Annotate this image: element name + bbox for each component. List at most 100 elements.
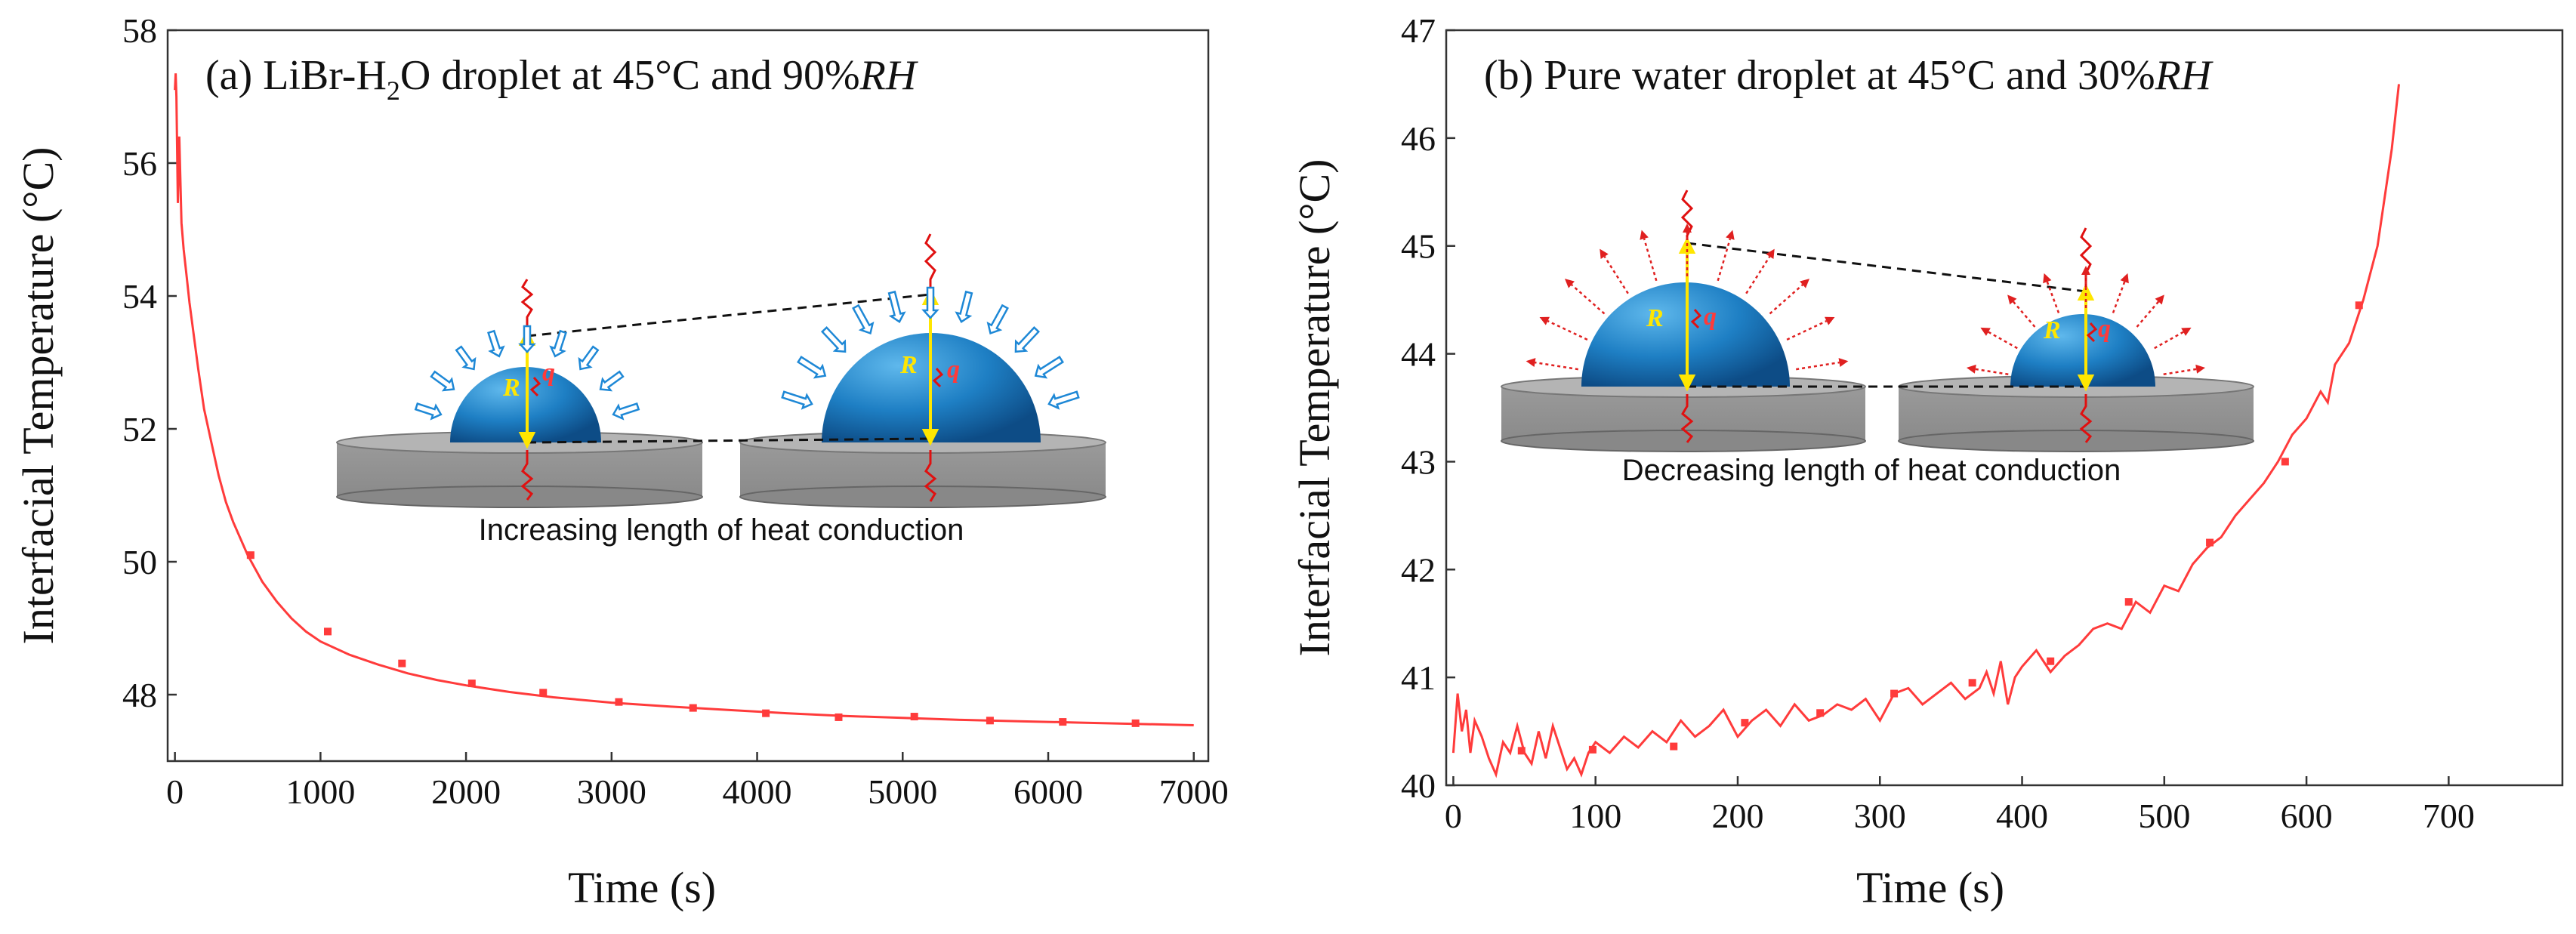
series-markers-b xyxy=(1517,301,2363,755)
evaporation-arrow-icon xyxy=(1786,316,1835,341)
label-q-large-b: q xyxy=(1704,303,1717,331)
vapour-arrow-icon xyxy=(414,402,443,421)
x-tick-label: 0 xyxy=(1445,797,1462,835)
x-tick-label: 400 xyxy=(1996,797,2048,835)
evaporation-arrows-small-b xyxy=(1966,266,2206,375)
data-marker xyxy=(324,627,332,636)
data-marker xyxy=(762,709,770,717)
vapour-arrow-icon xyxy=(549,329,567,358)
vapour-arrow-icon xyxy=(518,325,536,353)
vapour-arrow-icon xyxy=(430,370,455,392)
x-tick-label: 500 xyxy=(2138,797,2190,835)
vapour-arrow-icon xyxy=(612,402,640,421)
data-marker xyxy=(910,713,918,721)
vapour-arrow-icon xyxy=(887,290,906,323)
data-marker xyxy=(986,717,994,725)
x-axis-title-b: Time (s) xyxy=(1856,863,2004,912)
evaporation-arrow-icon xyxy=(1769,279,1810,315)
y-tick-label: 42 xyxy=(1401,550,1436,589)
vapour-arrow-icon xyxy=(1034,356,1064,379)
data-marker xyxy=(467,680,476,688)
series-markers-a xyxy=(246,551,1140,727)
data-marker xyxy=(2281,458,2289,466)
evaporation-arrow-icon xyxy=(2043,273,2060,313)
plot-frame-b xyxy=(1445,29,2564,787)
data-marker xyxy=(2206,538,2214,547)
vapour-arrow-icon xyxy=(781,390,813,410)
x-tick-label: 700 xyxy=(2423,797,2475,835)
x-axis-ticks-a: 0 1000 2000 3000 4000 5000 6000 7000 xyxy=(166,752,1229,811)
series-line-libr xyxy=(174,73,1194,726)
data-marker xyxy=(539,689,548,697)
x-tick-label: 2000 xyxy=(431,772,501,811)
chart-panel-a: 48 50 52 54 56 58 0 1000 2000 3000 4000 5000 6000 70… xyxy=(14,11,1229,912)
data-marker xyxy=(1741,719,1749,727)
evaporation-arrow-icon xyxy=(1980,327,2018,350)
data-marker xyxy=(1131,719,1140,727)
x-tick-label: 6000 xyxy=(1013,772,1083,811)
vapour-arrow-icon xyxy=(921,286,939,319)
panel-title-a: (a) LiBr-H2O droplet at 45°C and 90%RH xyxy=(205,52,918,106)
evaporation-arrow-icon xyxy=(1683,223,1692,276)
evaporation-arrows-large-b xyxy=(1526,223,1849,371)
data-marker xyxy=(2047,657,2055,665)
evaporation-arrow-icon xyxy=(1526,358,1578,371)
x-tick-label: 4000 xyxy=(723,772,792,811)
y-axis-ticks-b: 40 41 42 43 44 45 46 47 xyxy=(1401,11,1455,805)
data-marker xyxy=(1890,689,1899,698)
label-q-small-a: q xyxy=(542,359,555,387)
y-tick-label: 45 xyxy=(1401,227,1436,266)
y-tick-label: 47 xyxy=(1401,11,1436,50)
data-marker xyxy=(1670,742,1678,751)
label-R-large-a: R xyxy=(899,351,918,379)
vapour-arrow-icon xyxy=(955,290,973,323)
x-tick-label: 7000 xyxy=(1159,772,1229,811)
data-marker xyxy=(2124,598,2133,606)
y-tick-label: 58 xyxy=(122,11,157,50)
data-marker xyxy=(246,551,255,559)
x-axis-title-a: Time (s) xyxy=(568,863,716,912)
y-tick-label: 40 xyxy=(1401,766,1436,805)
dashed-top-connector-b xyxy=(1686,242,2087,293)
evaporation-arrow-icon xyxy=(1966,364,2009,375)
x-tick-label: 100 xyxy=(1569,797,1621,835)
evaporation-arrow-icon xyxy=(1600,248,1629,294)
data-marker xyxy=(1059,718,1067,726)
evaporation-arrow-icon xyxy=(1717,230,1735,282)
x-tick-label: 3000 xyxy=(577,772,646,811)
vapour-arrows-large-a xyxy=(781,286,1080,410)
evaporation-arrow-icon xyxy=(2007,294,2036,328)
vapour-arrow-icon xyxy=(797,356,827,379)
y-tick-label: 48 xyxy=(122,676,157,714)
x-tick-label: 200 xyxy=(1711,797,1763,835)
x-tick-label: 600 xyxy=(2281,797,2333,835)
data-marker xyxy=(398,659,406,667)
label-R-large-b: R xyxy=(1646,304,1664,332)
x-tick-label: 300 xyxy=(1854,797,1906,835)
y-tick-label: 54 xyxy=(122,277,157,316)
x-tick-label: 1000 xyxy=(285,772,355,811)
evaporation-arrow-icon xyxy=(2081,266,2090,308)
evaporation-arrow-icon xyxy=(2154,327,2192,350)
data-marker xyxy=(1968,679,1976,687)
y-tick-label: 46 xyxy=(1401,119,1436,158)
vapour-arrow-icon xyxy=(487,329,505,358)
vapour-arrow-icon xyxy=(1047,390,1080,410)
data-marker xyxy=(615,698,623,706)
vapour-arrow-icon xyxy=(1014,326,1041,353)
y-tick-label: 50 xyxy=(122,543,157,581)
y-tick-label: 44 xyxy=(1401,335,1436,374)
vapour-arrow-icon xyxy=(820,326,847,353)
label-R-small-a: R xyxy=(502,374,520,402)
data-marker xyxy=(835,713,843,721)
y-tick-label: 52 xyxy=(122,410,157,449)
evaporation-arrow-icon xyxy=(1796,358,1849,371)
label-q-small-b: q xyxy=(2098,315,2111,343)
inset-caption-a: Increasing length of heat conduction xyxy=(479,513,964,547)
droplet-small-b xyxy=(2010,314,2155,387)
panel-title-b: (b) Pure water droplet at 45°C and 30%RH xyxy=(1484,52,2214,99)
vapour-arrow-icon xyxy=(578,345,600,371)
inset-schematic-a: R q R q Increasing length of heat conduc… xyxy=(336,233,1106,547)
